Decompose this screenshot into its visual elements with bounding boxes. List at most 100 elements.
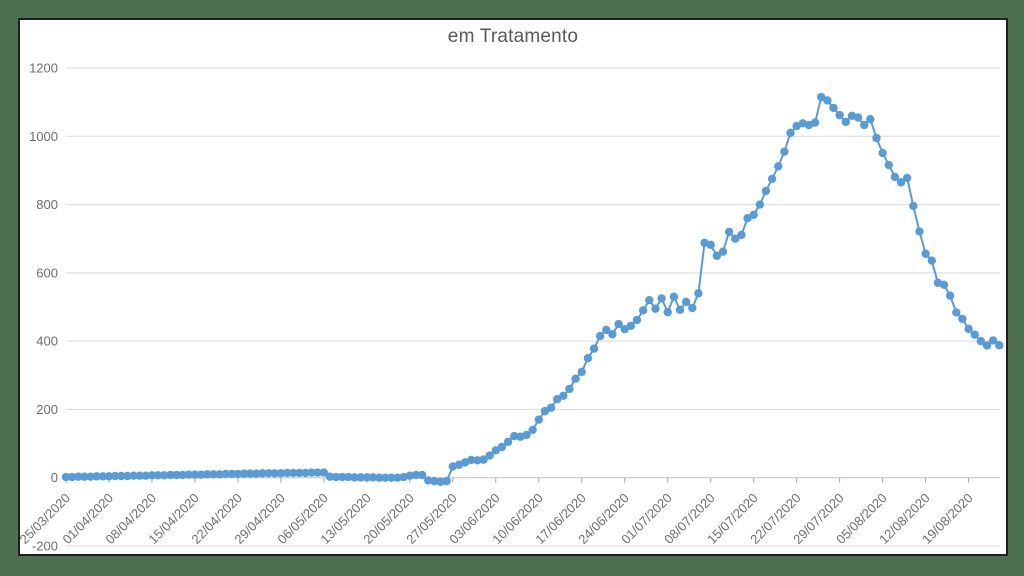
data-point-marker xyxy=(810,118,820,127)
data-point-marker xyxy=(270,469,279,478)
data-point-marker xyxy=(583,354,593,363)
data-point-marker xyxy=(571,374,580,383)
data-point-marker xyxy=(129,471,138,480)
data-point-marker xyxy=(215,470,224,479)
data-point-marker xyxy=(872,133,881,143)
data-point-marker xyxy=(620,324,629,334)
y-axis-label: -200 xyxy=(32,539,58,554)
data-point-marker xyxy=(921,249,930,258)
data-point-marker xyxy=(485,451,494,460)
data-point-marker xyxy=(835,110,844,120)
data-point-marker xyxy=(190,470,200,479)
data-point-marker xyxy=(147,471,157,480)
data-point-marker xyxy=(595,331,605,341)
data-point-marker xyxy=(166,470,175,480)
data-point-marker xyxy=(479,455,488,464)
data-point-marker xyxy=(203,470,212,479)
data-point-marker xyxy=(651,304,660,313)
data-point-marker xyxy=(559,391,568,400)
data-point-marker xyxy=(282,468,292,478)
data-point-marker xyxy=(915,227,924,236)
data-point-marker xyxy=(350,473,359,482)
data-point-marker xyxy=(528,425,537,435)
data-point-marker xyxy=(614,319,623,329)
data-point-marker xyxy=(239,469,249,478)
data-point-marker xyxy=(74,472,83,481)
data-point-marker xyxy=(368,473,378,482)
data-point-marker xyxy=(988,336,998,345)
data-point-marker xyxy=(467,455,476,465)
data-point-marker xyxy=(964,324,973,334)
data-point-marker xyxy=(970,330,979,339)
data-point-marker xyxy=(196,470,206,479)
chart-panel xyxy=(18,18,1008,556)
data-point-marker xyxy=(731,234,740,243)
data-point-marker xyxy=(737,230,746,240)
chart-title: em Tratamento xyxy=(447,26,579,47)
data-point-marker xyxy=(387,473,396,482)
data-point-marker xyxy=(430,476,439,486)
data-point-marker xyxy=(473,456,482,465)
data-point-marker xyxy=(246,469,255,478)
data-point-marker xyxy=(638,306,648,315)
data-point-marker xyxy=(92,472,101,481)
data-point-marker xyxy=(958,314,967,324)
data-point-marker xyxy=(80,472,89,481)
data-point-marker xyxy=(976,336,986,346)
data-point-marker xyxy=(374,473,384,482)
data-point-marker xyxy=(381,473,390,482)
y-axis-label: 1000 xyxy=(29,129,58,144)
data-point-marker xyxy=(411,470,421,480)
y-axis-label: 600 xyxy=(36,265,58,280)
data-point-marker xyxy=(565,384,574,394)
data-point-marker xyxy=(417,470,427,480)
data-point-marker xyxy=(307,468,316,477)
data-point-marker xyxy=(553,394,562,404)
data-point-marker xyxy=(626,321,636,330)
data-point-marker xyxy=(442,476,451,486)
series-line xyxy=(66,96,1000,483)
data-point-marker xyxy=(393,473,402,482)
data-point-marker xyxy=(743,214,752,223)
data-point-marker xyxy=(104,472,114,481)
data-point-marker xyxy=(86,472,95,481)
data-point-marker xyxy=(405,471,415,480)
data-point-marker xyxy=(141,471,151,480)
data-point-marker xyxy=(184,470,193,479)
data-point-marker xyxy=(761,186,771,196)
data-point-marker xyxy=(890,172,900,182)
data-point-marker xyxy=(860,120,869,130)
data-point-marker xyxy=(952,308,961,317)
data-point-marker xyxy=(853,113,863,122)
data-point-marker xyxy=(227,469,236,479)
data-point-marker xyxy=(209,470,218,479)
data-point-marker xyxy=(669,292,679,301)
data-point-marker xyxy=(786,128,795,138)
data-point-marker xyxy=(522,430,531,440)
data-point-marker xyxy=(546,403,556,412)
data-point-marker xyxy=(264,469,273,478)
data-point-marker xyxy=(589,344,599,353)
data-point-marker xyxy=(663,307,672,317)
data-point-marker xyxy=(160,471,169,480)
data-point-marker xyxy=(902,173,912,183)
data-point-marker xyxy=(61,472,71,482)
y-axis-label: 1200 xyxy=(29,61,58,76)
data-point-marker xyxy=(424,476,433,485)
data-point-marker xyxy=(632,315,642,325)
data-point-marker xyxy=(153,471,163,480)
data-point-marker xyxy=(135,471,144,480)
data-point-marker xyxy=(362,473,372,482)
data-point-marker xyxy=(221,469,230,479)
data-point-marker xyxy=(233,469,243,479)
data-point-marker xyxy=(982,341,992,350)
data-point-marker xyxy=(945,291,955,300)
data-point-marker xyxy=(884,160,893,170)
data-point-marker xyxy=(602,325,611,335)
data-point-marker xyxy=(927,256,936,265)
data-point-marker xyxy=(258,469,267,478)
data-point-marker xyxy=(645,295,654,305)
y-axis-label: 0 xyxy=(51,470,58,485)
data-point-marker xyxy=(301,468,310,478)
